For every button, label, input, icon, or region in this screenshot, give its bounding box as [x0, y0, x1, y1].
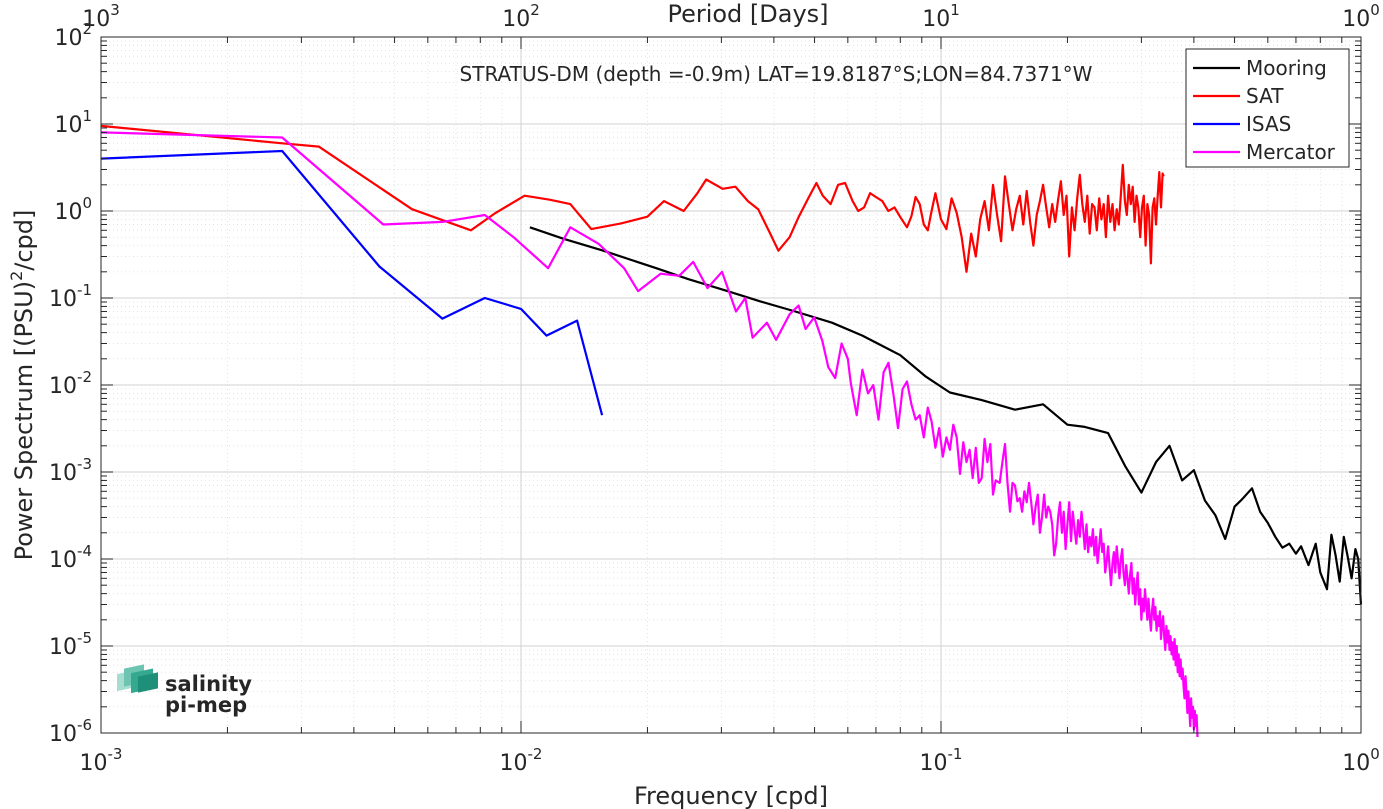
y-tick-label: 10-2 [49, 368, 92, 399]
x-tick-label: 10-1 [920, 745, 963, 776]
y-tick-label: 10-3 [49, 455, 92, 486]
series-line-isas [100, 149, 604, 416]
top-tick-label: 101 [922, 1, 960, 32]
annotation-text: STRATUS-DM (depth =-0.9m) LAT=19.8187°S;… [460, 62, 1093, 86]
x-tick-label: 100 [1342, 745, 1380, 776]
y-axis-label: Power Spectrum [(PSU)2/cpd] [7, 210, 38, 561]
legend-label-mooring: Mooring [1246, 56, 1327, 80]
y-tick-label: 10-4 [49, 542, 92, 573]
y-tick-label: 100 [54, 194, 92, 225]
y-tick-label: 10-1 [49, 281, 92, 312]
series-line-mercator [100, 131, 1199, 738]
salinity-pi-mep-logo: salinity pi-mep [117, 664, 252, 717]
logo-icon [117, 664, 158, 694]
top-tick-label: 102 [502, 1, 540, 32]
legend-label-isas: ISAS [1246, 112, 1291, 136]
legend-label-mercator: Mercator [1246, 140, 1336, 164]
legend: Mooring SAT ISAS Mercator [1185, 48, 1350, 168]
top-tick-label: 100 [1342, 1, 1380, 32]
axis-ticks [100, 36, 1362, 734]
top-tick-label: 103 [82, 1, 120, 32]
series-line-mooring [529, 226, 1363, 605]
series-layer [100, 124, 1363, 738]
y-axis-label-tail: /cpd] [10, 210, 38, 271]
legend-label-sat: SAT [1246, 84, 1284, 108]
logo-line1: salinity [165, 672, 252, 696]
series-line-sat [100, 124, 1165, 273]
y-tick-label: 10-6 [49, 716, 92, 747]
x-axis-label: Frequency [cpd] [634, 782, 828, 809]
y-tick-label: 102 [54, 20, 92, 51]
x-tick-label: 10-2 [500, 745, 543, 776]
y-tick-label: 101 [54, 107, 92, 138]
x-tick-label: 10-3 [80, 745, 123, 776]
y-axis-label-main: Power Spectrum [(PSU) [10, 281, 38, 560]
y-tick-label: 10-5 [49, 629, 92, 660]
top-axis-label: Period [Days] [667, 0, 828, 28]
y-axis-label-sup: 2 [7, 271, 26, 281]
logo-line2: pi-mep [165, 693, 247, 717]
